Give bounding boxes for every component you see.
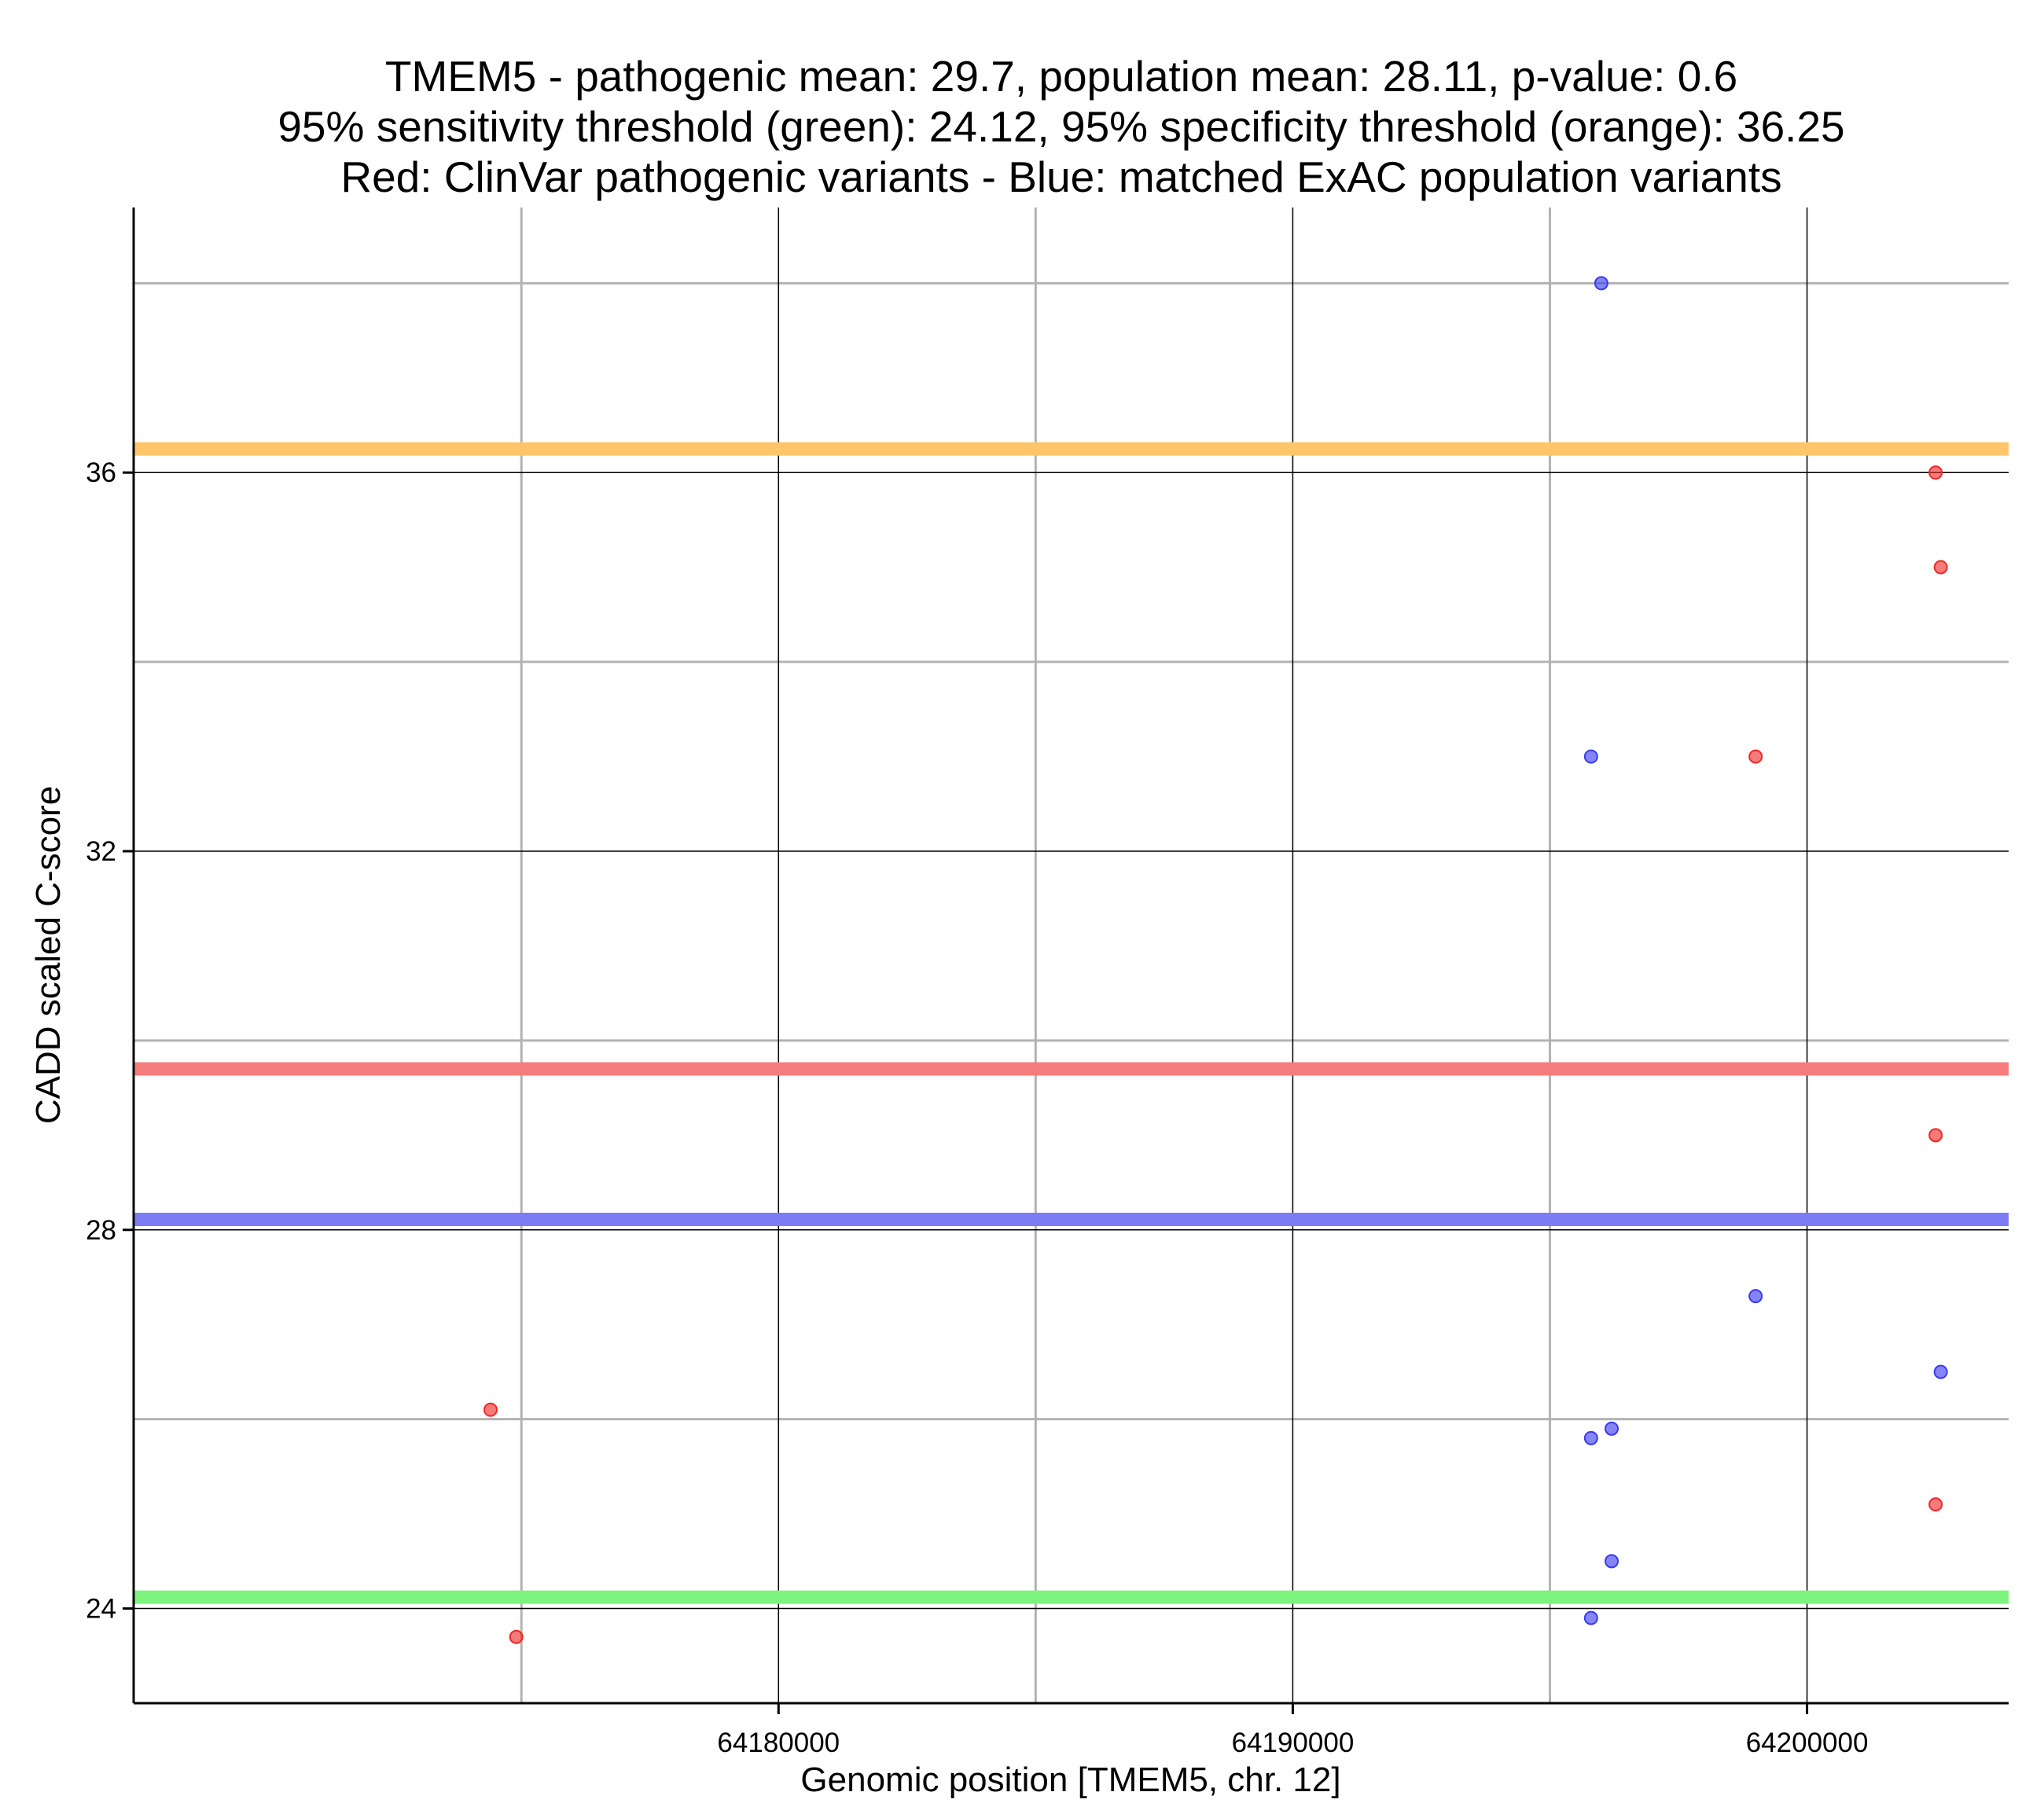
data-point	[1933, 560, 1948, 575]
data-point	[1933, 1364, 1948, 1379]
data-point	[1583, 1610, 1598, 1625]
chart-title-line-3: Red: ClinVar pathogenic variants - Blue:…	[340, 152, 1781, 201]
y-tick-label: 28	[86, 1215, 116, 1246]
data-point	[1748, 749, 1763, 764]
data-point	[1583, 749, 1598, 764]
x-tick-label: 64200000	[1746, 1728, 1869, 1758]
data-point	[483, 1402, 498, 1417]
y-axis-ticks: 24 28 32 36	[86, 457, 134, 1625]
y-tick-label: 24	[86, 1594, 116, 1625]
axes	[132, 207, 2009, 1705]
data-point	[1928, 1497, 1943, 1512]
x-axis-ticks: 64180000 64190000 64200000	[717, 1703, 1868, 1758]
data-point	[1748, 1289, 1763, 1304]
y-tick-label: 32	[86, 836, 116, 867]
chart-title: TMEM5 - pathogenic mean: 29.7, populatio…	[278, 52, 1844, 201]
data-point	[1928, 1128, 1943, 1143]
x-tick-label: 64190000	[1232, 1728, 1355, 1758]
y-tick-label: 36	[86, 457, 116, 488]
data-point	[1605, 1554, 1619, 1569]
data-points	[483, 276, 1948, 1644]
minor-gridlines	[134, 207, 2009, 1703]
threshold-lines	[134, 442, 2009, 1604]
data-point	[1605, 1421, 1619, 1436]
x-axis-label: Genomic position [TMEM5, chr. 12]	[800, 1761, 1340, 1799]
x-tick-label: 64180000	[717, 1728, 840, 1758]
chart-title-line-1: TMEM5 - pathogenic mean: 29.7, populatio…	[385, 52, 1737, 101]
data-point	[509, 1629, 524, 1644]
major-gridlines	[134, 207, 2009, 1703]
data-point	[1583, 1430, 1598, 1445]
data-point	[1928, 465, 1943, 480]
y-axis-label: CADD scaled C-score	[29, 786, 68, 1124]
chart-title-line-2: 95% sensitivity threshold (green): 24.12…	[278, 102, 1844, 151]
data-point	[1594, 276, 1608, 291]
